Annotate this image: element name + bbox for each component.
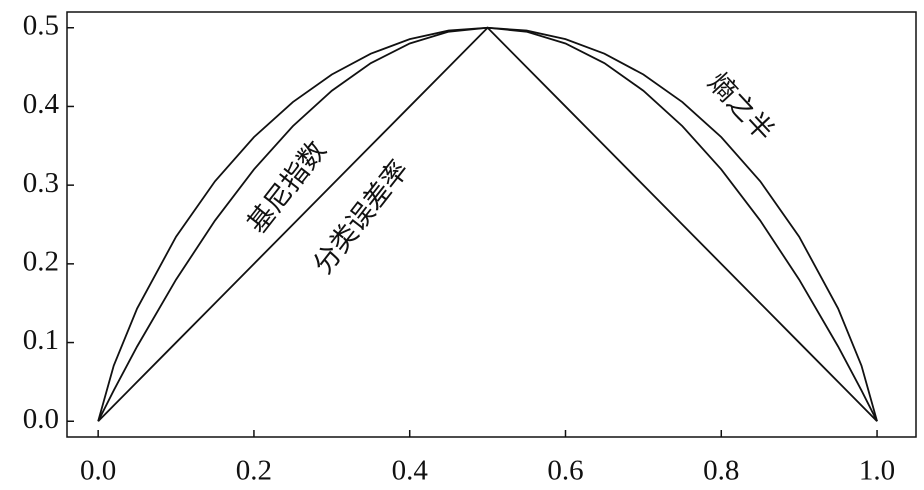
x-tick-label: 0.8 xyxy=(703,455,739,487)
series-label: 基尼指数 xyxy=(242,135,333,239)
line-series xyxy=(97,26,878,422)
plot-frame xyxy=(66,11,917,438)
x-tick-label: 0.0 xyxy=(80,455,116,487)
line-series xyxy=(97,26,878,422)
y-tick-label: 0.3 xyxy=(23,167,59,199)
line-series xyxy=(97,26,878,422)
series-label: 分类误差率 xyxy=(307,155,415,280)
y-tick-label: 0.5 xyxy=(23,9,59,41)
y-tick-label: 0.4 xyxy=(23,88,60,120)
y-tick-label: 0.0 xyxy=(23,403,59,435)
y-tick-label: 0.2 xyxy=(23,246,59,278)
x-tick-label: 0.6 xyxy=(547,455,583,487)
x-tick-label: 1.0 xyxy=(859,455,895,487)
x-tick-label: 0.2 xyxy=(236,455,272,487)
series-label: 熵之半 xyxy=(702,67,780,147)
y-tick-label: 0.1 xyxy=(23,324,59,356)
x-tick-label: 0.4 xyxy=(392,455,429,487)
